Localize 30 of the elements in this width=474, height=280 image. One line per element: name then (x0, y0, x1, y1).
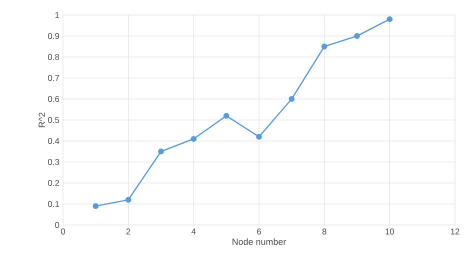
x-tick-label: 6 (257, 228, 261, 235)
x-tick-label: 0 (60, 228, 66, 235)
y-tick-label: 0.5 (48, 117, 60, 123)
y-tick-label: 0.6 (48, 96, 60, 102)
y-axis-title: R^2 (38, 112, 45, 128)
y-tick-label: 0.1 (48, 201, 60, 207)
x-tick-label: 10 (386, 228, 394, 235)
point (158, 148, 164, 154)
x-axis-title: Node number (232, 238, 286, 245)
y-tick-label: 0 (55, 222, 60, 228)
point (386, 16, 393, 22)
y-tick-label: 0.7 (48, 75, 60, 81)
y-tick-label: 0.2 (48, 180, 60, 186)
y-tick-label: 0.9 (48, 33, 60, 39)
y-tick-label: 0.8 (48, 54, 60, 60)
x-tick-label: 8 (322, 228, 326, 235)
point (288, 96, 295, 102)
point (125, 196, 132, 203)
y-tick-label: 0.4 (48, 138, 60, 144)
x-tick-label: 4 (192, 228, 196, 234)
point (321, 44, 328, 50)
point (354, 33, 360, 39)
point (223, 112, 230, 119)
y-tick-label: 0.3 (48, 159, 60, 165)
x-tick-label: 12 (450, 228, 460, 234)
point (190, 136, 197, 142)
x-tick-label: 2 (126, 228, 130, 234)
y-tick-label: 1 (55, 12, 60, 18)
point (256, 134, 262, 140)
point (92, 203, 99, 210)
